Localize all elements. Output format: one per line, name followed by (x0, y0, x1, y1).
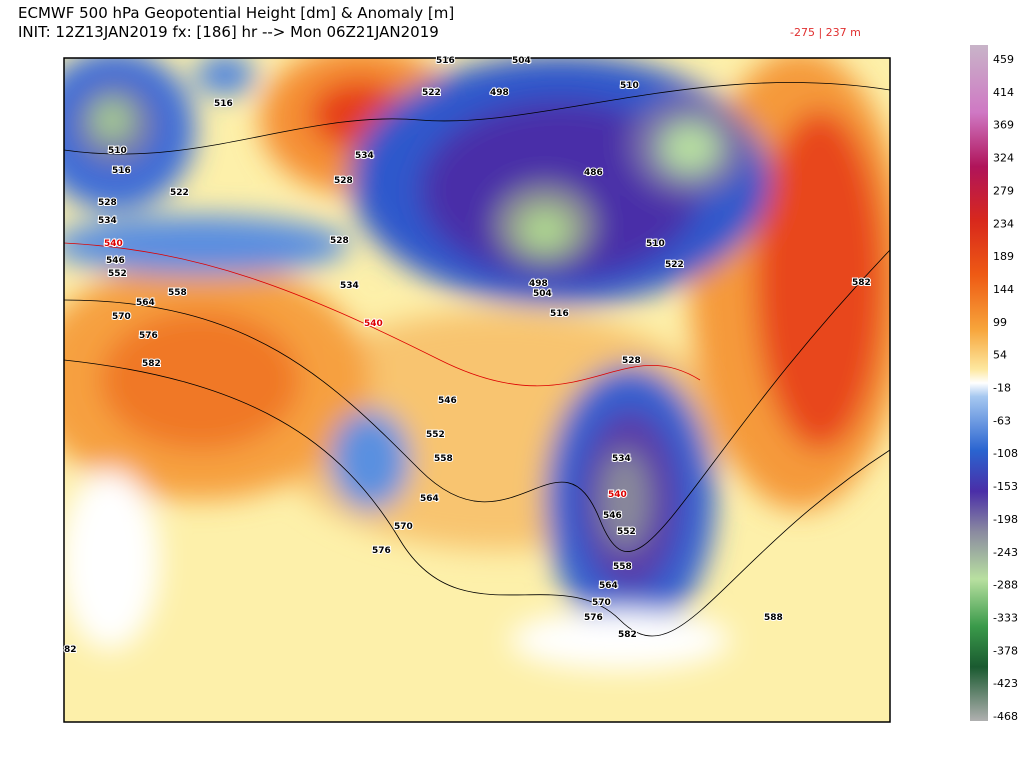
colorbar-label: -153 (993, 480, 1018, 493)
contour-label: 486 (584, 168, 603, 178)
contour-label: 570 (592, 598, 611, 608)
contour-label: 534 (340, 281, 359, 291)
colorbar-label: 414 (993, 86, 1014, 99)
contour-label: 498 (490, 88, 509, 98)
contour-label: 516 (550, 309, 569, 319)
colorbar-label: 369 (993, 119, 1014, 132)
colorbar-label: 189 (993, 250, 1014, 263)
colorbar-label: 324 (993, 152, 1014, 165)
contour-label: 576 (584, 613, 603, 623)
contour-label: 528 (330, 236, 349, 246)
contour-label: 564 (420, 494, 439, 504)
colorbar-label: -468 (993, 710, 1018, 723)
contour-label: 510 (646, 239, 665, 249)
contour-label: 576 (139, 331, 158, 341)
colorbar-label: -333 (993, 611, 1018, 624)
contour-label: 528 (622, 356, 641, 366)
contour-label: 564 (136, 298, 155, 308)
contour-line (64, 249, 890, 552)
contour-label: 546 (603, 511, 622, 521)
colorbar-label: 234 (993, 217, 1014, 230)
contour-label: 516 (436, 56, 455, 66)
colorbar-label: -198 (993, 513, 1018, 526)
colorbar (970, 45, 988, 721)
contour-label: 582 (852, 278, 871, 288)
contour-label: 546 (106, 256, 125, 266)
contour-label: 552 (617, 527, 636, 537)
contour-line (64, 359, 890, 637)
subtitle: INIT: 12Z13JAN2019 fx: [186] hr --> Mon … (18, 23, 439, 41)
contour-label: 546 (438, 396, 457, 406)
range-note: -275 | 237 m (790, 26, 861, 39)
contour-label: 540 (608, 490, 627, 500)
contour-label: 558 (613, 562, 632, 572)
contour-label: 534 (355, 151, 374, 161)
contour-label: 552 (108, 269, 127, 279)
contour-label: 516 (112, 166, 131, 176)
contour-line (64, 82, 890, 155)
map-field (64, 58, 890, 722)
contour-label: 558 (434, 454, 453, 464)
contour-label: 528 (334, 176, 353, 186)
contour-label: 552 (426, 430, 445, 440)
colorbar-label: -63 (993, 414, 1011, 427)
contour-label: 504 (533, 289, 552, 299)
contour-label: 570 (112, 312, 131, 322)
contour-label: 582 (142, 359, 161, 369)
title: ECMWF 500 hPa Geopotential Height [dm] &… (18, 4, 454, 22)
contour-label: 588 (764, 613, 783, 623)
contour-label: 516 (214, 99, 233, 109)
colorbar-label: -378 (993, 644, 1018, 657)
colorbar-label: 459 (993, 53, 1014, 66)
contour-label: 582 (618, 630, 637, 640)
colorbar-label: 99 (993, 316, 1007, 329)
contour-label: 570 (394, 522, 413, 532)
contour-label: 510 (620, 81, 639, 91)
contour-label: 564 (599, 581, 618, 591)
contour-label: 510 (108, 146, 127, 156)
colorbar-label: -423 (993, 677, 1018, 690)
contour-label: 504 (512, 56, 531, 66)
contour-label: 576 (372, 546, 391, 556)
contour-label: 522 (422, 88, 441, 98)
colorbar-label: 144 (993, 283, 1014, 296)
contour-label: 534 (98, 216, 117, 226)
contour-label: 82 (64, 645, 77, 655)
contour-label: 558 (168, 288, 187, 298)
colorbar-label: -18 (993, 382, 1011, 395)
contour-label: 528 (98, 198, 117, 208)
colorbar-label: -288 (993, 579, 1018, 592)
contour-line (64, 242, 701, 387)
colorbar-label: 279 (993, 184, 1014, 197)
colorbar-label: 54 (993, 349, 1007, 362)
colorbar-label: -108 (993, 447, 1018, 460)
contour-label: 534 (612, 454, 631, 464)
contour-label: 522 (665, 260, 684, 270)
contour-label: 522 (170, 188, 189, 198)
map-frame (63, 57, 891, 723)
contour-label: 540 (364, 319, 383, 329)
contour-label: 498 (529, 279, 548, 289)
colorbar-label: -243 (993, 546, 1018, 559)
contour-label: 540 (104, 239, 123, 249)
